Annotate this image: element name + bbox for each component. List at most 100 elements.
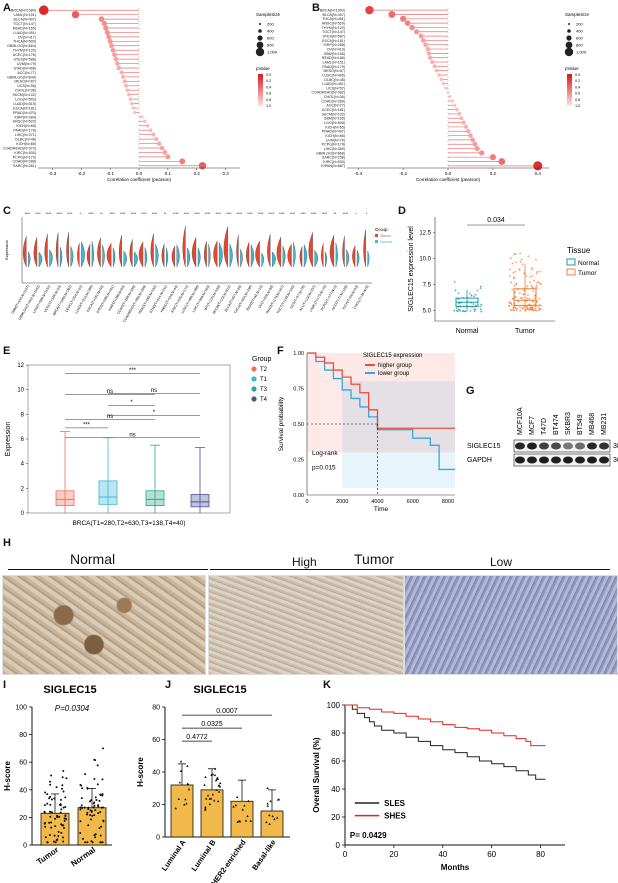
y-tick-label: 10.0 [419,257,431,263]
row-label: COAD(N=289) [322,99,345,103]
legend-size-dot [255,47,265,57]
x-tick-label: -0.3 [49,171,57,176]
jitter-point [509,268,511,271]
sig-label: **** [290,212,296,216]
x-axis-label: Months [441,863,470,872]
normal-underline [8,569,208,570]
low-label: Low [490,555,513,569]
legend-swatch [375,240,378,243]
legend-label: T2 [260,367,268,373]
scatter-point [174,807,177,810]
scatter-point [216,776,219,779]
legend-size-label: 600 [576,36,583,41]
legend-title: SIGLEC15 expression [363,353,422,359]
tumor-high-image [208,575,404,675]
y-tick-label: 8 [21,412,25,418]
scatter-point [206,794,210,797]
jitter-point [535,309,538,312]
jitter-point [474,308,477,311]
scatter-point [92,802,95,805]
violin-normal [28,251,31,268]
scatter-point [99,793,102,796]
violin-normal [102,244,105,268]
x-tick-label: 0.2 [194,171,201,176]
jitter-point [459,309,462,312]
violin-normal [367,250,370,268]
violin-normal [261,252,265,268]
panel-g-letter: G [466,385,475,397]
violin-normal [272,251,276,268]
legend-p-label: 0.6 [575,92,580,96]
panel-a-svg: BRCA(N=1084)LAML(N=151)BLCA(N=407)TGCT(N… [3,5,281,182]
row-label: KIRP(N=288) [324,43,345,47]
y-tick-label: 12.5 [419,231,431,237]
data-point [145,123,150,128]
scatter-point [79,806,82,809]
data-point [426,51,432,56]
scatter-point [93,814,96,817]
data-point [157,141,162,146]
violin-normal [303,244,308,268]
sig-label: **** [279,212,285,216]
sig-label: **** [215,212,221,216]
scatter-point [86,813,89,816]
scatter-point [50,774,53,777]
legend-size-dot [567,29,571,33]
scatter-point [87,808,90,811]
row-label: GBMLGG(N=668) [316,151,345,155]
scatter-point [244,819,248,822]
jitter-point [521,307,524,310]
violin-normal [335,242,338,268]
scatter-point [216,777,219,780]
scatter-point [187,788,191,791]
data-point [446,90,450,94]
chart-title: SIGLEC15 [43,684,96,696]
scatter-point [94,809,97,812]
data-point [434,68,439,73]
data-point [121,74,126,79]
jitter-point [515,309,518,312]
scatter-point [49,815,52,818]
jitter-point [479,305,482,308]
data-point [437,73,441,77]
jitter-point [536,300,538,303]
panel-h-ihc-images: H Normal Tumor High Low [0,535,618,675]
scatter-point [86,811,89,814]
scatter-point [265,820,268,824]
violin-normal [197,247,201,268]
violin-normal [113,247,116,268]
y-tick-label: 0.00 [293,493,304,499]
data-point [179,158,186,165]
panel-a-lollipop-chart: A BRCA(N=1084) LAML(N=151) BLCA(N=407) TGCT… [0,0,300,205]
cell-line-label: MB468 [589,413,596,435]
jitter-point [519,252,522,255]
row-label: UCS(N=57) [326,86,345,90]
violin-normal [91,241,94,268]
violin-tumor [182,225,186,268]
jitter-point [530,284,533,287]
scatter-point [277,798,281,801]
scatter-point [204,797,208,800]
violin-tumor [191,237,197,268]
violin-tumor [267,234,271,268]
panel-k-letter: K [323,679,331,691]
panel-d-boxplot: D 5.0 7.5 10.0 12.5 SIGLEC15 expression leve… [395,203,618,343]
row-label: LAML(N=151) [323,60,345,64]
jitter-point [508,301,511,304]
data-point [470,137,476,143]
jitter-point [512,308,515,311]
data-point [148,128,153,133]
blot-band [587,442,597,450]
panel-b-lollipop-chart: B BRCA(N=1093) BLCA(N=407) THCA(N=481) HNSC… [309,0,618,205]
normal-label: Normal [70,551,116,567]
legend-size-label: 200 [576,22,583,27]
data-point [162,150,168,155]
data-point [115,61,120,66]
legend-label: T3 [260,387,268,393]
violin-normal [293,242,296,268]
sig-label: ** [164,212,167,216]
jitter-point [535,272,538,275]
legend-size-dot [257,35,263,41]
data-point [130,101,134,106]
scatter-point [100,825,103,828]
